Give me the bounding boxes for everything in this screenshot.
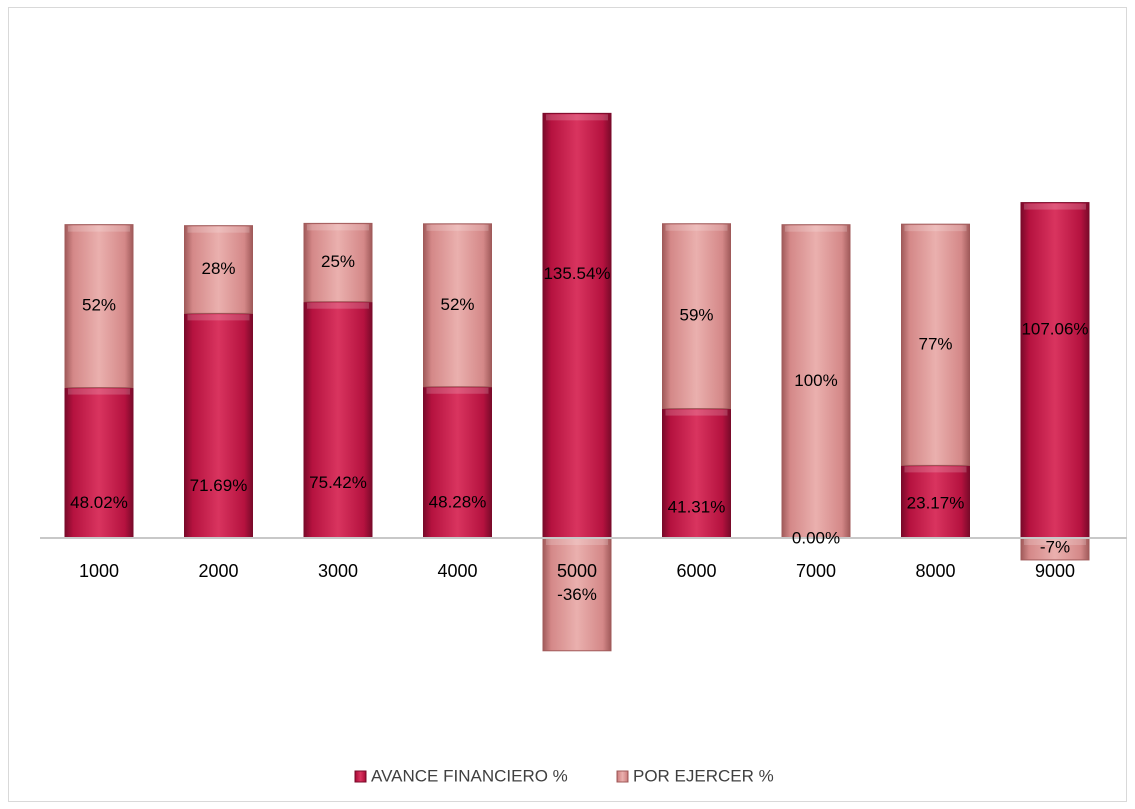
x-tick-9000: 9000 (1035, 561, 1075, 581)
bar-por-ejercer-6000 (662, 223, 731, 410)
bar-por-ejercer-3000-bevel (307, 224, 369, 231)
bar-avance-6000 (662, 408, 731, 539)
bar-por-ejercer-1000-bevel (68, 225, 130, 232)
bar-por-ejercer-8000 (901, 223, 970, 466)
data-label-por-ejercer-5000: -36% (557, 585, 597, 604)
bar-por-ejercer-2000-bevel (187, 226, 250, 233)
data-label-por-ejercer-9000: -7% (1040, 537, 1070, 556)
bar-avance-1000-bevel (68, 388, 130, 395)
bar-por-ejercer-5000-bevel (546, 539, 608, 545)
bar-por-ejercer-8000-bevel (904, 225, 967, 232)
data-label-por-ejercer-2000: 28% (201, 259, 235, 278)
legend-swatch-por-ejercer (616, 770, 629, 783)
bar-avance-9000 (1020, 202, 1090, 539)
legend-label-por-ejercer: POR EJERCER % (633, 766, 774, 785)
data-label-avance-6000: 41.31% (668, 498, 726, 517)
data-label-por-ejercer-6000: 59% (679, 306, 713, 325)
bar-avance-2000-bevel (187, 314, 250, 321)
bars-layer (64, 112, 1090, 652)
bar-por-ejercer-2000 (184, 225, 253, 314)
legend-swatch-avance (354, 770, 367, 783)
legend: AVANCE FINANCIERO % POR EJERCER % (354, 766, 774, 785)
bar-avance-5000-bevel (546, 114, 608, 121)
x-tick-6000: 6000 (676, 561, 716, 581)
bar-por-ejercer-9000-bevel (1024, 539, 1086, 545)
x-tick-labels: 1000 2000 3000 4000 5000 6000 7000 8000 9000 (79, 561, 1075, 581)
bar-por-ejercer-7000 (781, 224, 851, 539)
data-label-avance-5000: 135.54% (543, 264, 610, 283)
bar-por-ejercer-5000 (542, 537, 612, 652)
data-label-avance-8000: 23.17% (907, 493, 965, 512)
bar-avance-2000 (184, 312, 253, 539)
bar-por-ejercer-1000 (64, 224, 134, 389)
x-tick-8000: 8000 (915, 561, 955, 581)
bar-por-ejercer-4000 (423, 223, 492, 388)
bar-por-ejercer-7000-bevel (785, 225, 847, 232)
data-label-por-ejercer-3000: 25% (321, 252, 355, 271)
data-label-avance-7000: 0.00% (792, 528, 840, 547)
data-label-por-ejercer-4000: 52% (440, 295, 474, 314)
x-tick-4000: 4000 (437, 561, 477, 581)
data-label-avance-3000: 75.42% (309, 473, 367, 492)
legend-label-avance: AVANCE FINANCIERO % (371, 766, 568, 785)
data-label-por-ejercer-7000: 100% (794, 371, 837, 390)
bar-avance-4000 (423, 386, 492, 539)
data-label-por-ejercer-8000: 77% (918, 334, 952, 353)
data-label-avance-4000: 48.28% (429, 493, 487, 512)
x-tick-3000: 3000 (318, 561, 358, 581)
bar-por-ejercer-6000-bevel (665, 224, 728, 231)
bar-avance-3000 (303, 301, 373, 539)
bar-avance-8000 (901, 464, 970, 539)
bar-avance-8000-bevel (904, 466, 967, 473)
bar-avance-5000 (542, 112, 612, 539)
bar-avance-3000-bevel (307, 302, 369, 309)
x-tick-1000: 1000 (79, 561, 119, 581)
x-tick-7000: 7000 (796, 561, 836, 581)
bar-avance-9000-bevel (1024, 203, 1086, 210)
x-tick-5000: 5000 (557, 561, 597, 581)
bar-por-ejercer-3000 (303, 222, 373, 303)
data-label-avance-2000: 71.69% (190, 476, 248, 495)
data-labels-layer: 48.02% 52% 71.69% 28% 75.42% 25% 48.28% 52% 135.… (70, 252, 1088, 604)
data-label-avance-1000: 48.02% (70, 493, 128, 512)
bar-avance-4000-bevel (426, 387, 489, 394)
data-label-por-ejercer-1000: 52% (82, 296, 116, 315)
x-tick-2000: 2000 (198, 561, 238, 581)
data-label-avance-9000: 107.06% (1021, 320, 1088, 339)
bar-avance-6000-bevel (665, 409, 728, 416)
bar-avance-1000 (64, 387, 134, 539)
bar-por-ejercer-4000-bevel (426, 224, 489, 231)
